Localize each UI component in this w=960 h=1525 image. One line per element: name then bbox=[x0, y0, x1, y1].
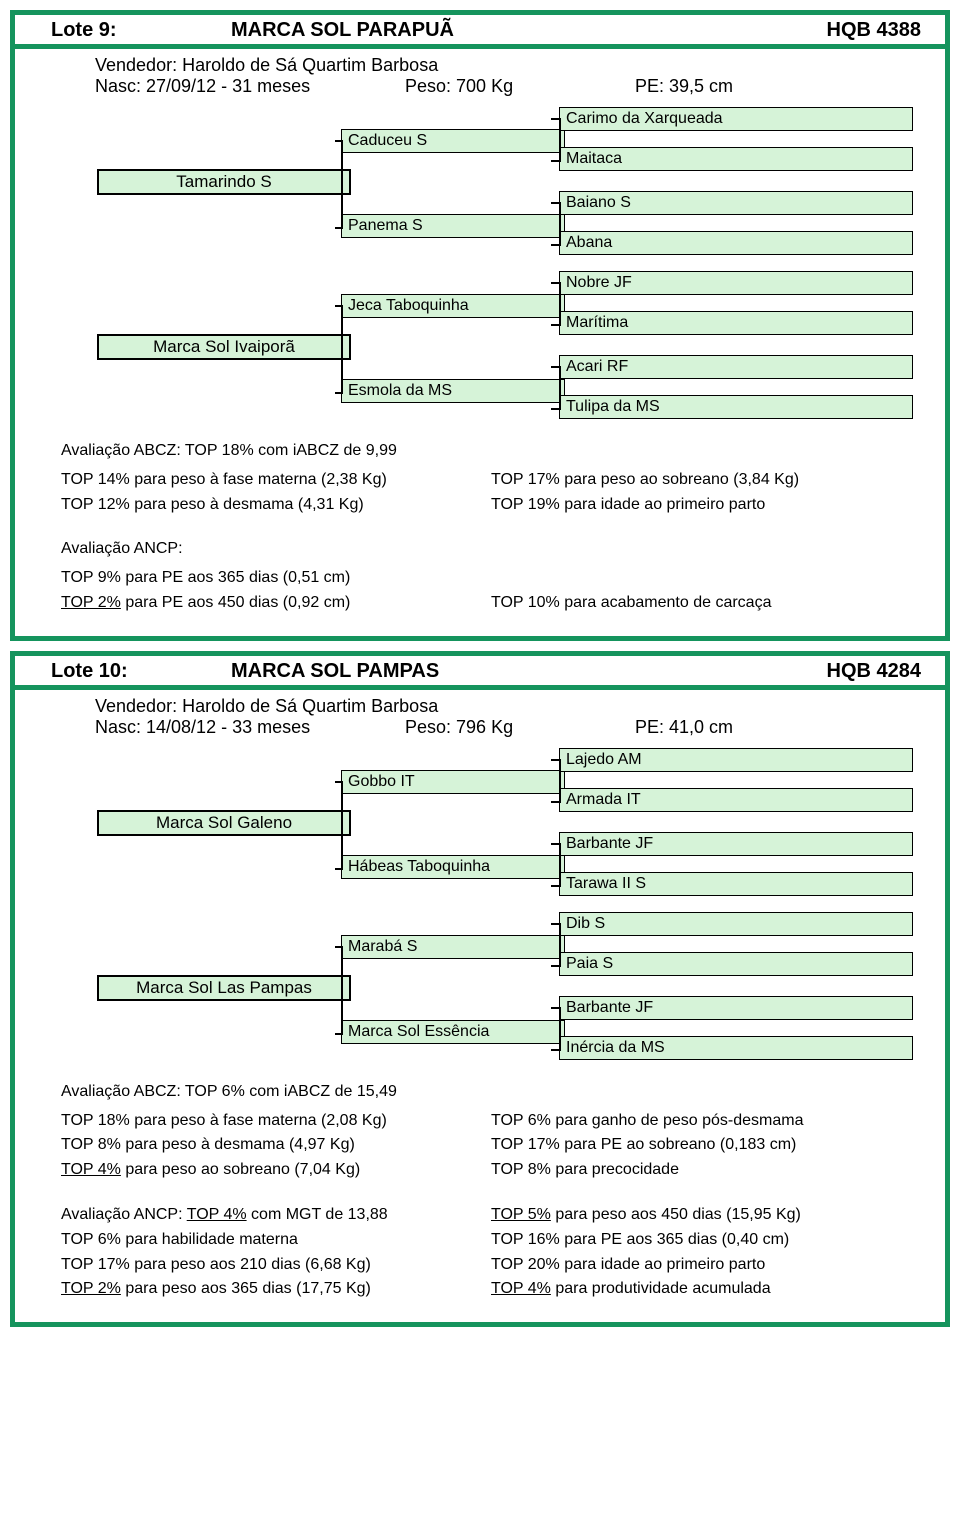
evaluation-block: Avaliação ABCZ: TOP 18% com iABCZ de 9,9… bbox=[15, 439, 945, 636]
pedigree-g3-7: Inércia da MS bbox=[559, 1036, 913, 1060]
pedigree-g2-2: Marabá S bbox=[341, 935, 565, 959]
pe-field: PE: 41,0 cm bbox=[635, 717, 921, 738]
pedigree-connector bbox=[335, 305, 343, 394]
pedigree-g3-4: Nobre JF bbox=[559, 271, 913, 295]
pedigree-connector bbox=[335, 140, 343, 229]
lot-info: Vendedor: Haroldo de Sá Quartim BarbosaN… bbox=[15, 690, 945, 740]
eval-row: TOP 4% para peso ao sobreano (7,04 Kg)TO… bbox=[61, 1158, 921, 1183]
pedigree-dam: Marca Sol Las Pampas bbox=[97, 975, 351, 1001]
pe-field: PE: 39,5 cm bbox=[635, 76, 921, 97]
pedigree-g2-1: Panema S bbox=[341, 214, 565, 238]
pedigree-g2-3: Marca Sol Essência bbox=[341, 1020, 565, 1044]
pedigree-sire: Tamarindo S bbox=[97, 169, 351, 195]
lot-name: MARCA SOL PAMPAS bbox=[231, 660, 761, 683]
nasc-field: Nasc: 27/09/12 - 31 meses bbox=[95, 76, 405, 97]
lot-header: Lote 10:MARCA SOL PAMPASHQB 4284 bbox=[15, 656, 945, 690]
lot-info-row: Nasc: 14/08/12 - 33 mesesPeso: 796 KgPE:… bbox=[95, 717, 921, 738]
pedigree-g3-2: Baiano S bbox=[559, 191, 913, 215]
pedigree-connector bbox=[551, 202, 561, 246]
lot-name: MARCA SOL PARAPUÃ bbox=[231, 19, 761, 42]
lot-number: Lote 9: bbox=[51, 19, 231, 42]
eval-row: TOP 12% para peso à desmama (4,31 Kg)TOP… bbox=[61, 493, 921, 518]
lot-code: HQB 4388 bbox=[761, 19, 921, 42]
pedigree-g3-7: Tulipa da MS bbox=[559, 395, 913, 419]
vendor-line: Vendedor: Haroldo de Sá Quartim Barbosa bbox=[95, 55, 921, 76]
pedigree-sire: Marca Sol Galeno bbox=[97, 810, 351, 836]
pedigree-g2-3: Esmola da MS bbox=[341, 379, 565, 403]
lot-card: Lote 9:MARCA SOL PARAPUÃHQB 4388Vendedor… bbox=[10, 10, 950, 641]
eval-row: TOP 14% para peso à fase materna (2,38 K… bbox=[61, 468, 921, 493]
eval-row: TOP 6% para habilidade maternaTOP 16% pa… bbox=[61, 1228, 921, 1253]
pedigree-connector bbox=[335, 946, 343, 1035]
lot-code: HQB 4284 bbox=[761, 660, 921, 683]
lot-header: Lote 9:MARCA SOL PARAPUÃHQB 4388 bbox=[15, 15, 945, 49]
pedigree-connector bbox=[551, 1007, 561, 1051]
eval-row: TOP 2% para peso aos 365 dias (17,75 Kg)… bbox=[61, 1277, 921, 1302]
peso-field: Peso: 700 Kg bbox=[405, 76, 635, 97]
pedigree-g3-2: Barbante JF bbox=[559, 832, 913, 856]
pedigree-g3-3: Tarawa II S bbox=[559, 872, 913, 896]
pedigree-g3-5: Paia S bbox=[559, 952, 913, 976]
pedigree-g3-0: Carimo da Xarqueada bbox=[559, 107, 913, 131]
eval-row: TOP 8% para peso à desmama (4,97 Kg)TOP … bbox=[61, 1133, 921, 1158]
lot-card: Lote 10:MARCA SOL PAMPASHQB 4284Vendedor… bbox=[10, 651, 950, 1327]
pedigree-chart: Tamarindo S Marca Sol Ivaiporã Caduceu S Pa… bbox=[39, 99, 921, 429]
pedigree-g3-6: Barbante JF bbox=[559, 996, 913, 1020]
nasc-field: Nasc: 14/08/12 - 33 meses bbox=[95, 717, 405, 738]
lot-number: Lote 10: bbox=[51, 660, 231, 683]
pedigree-dam: Marca Sol Ivaiporã bbox=[97, 334, 351, 360]
eval-row: TOP 9% para PE aos 365 dias (0,51 cm) bbox=[61, 566, 921, 591]
pedigree-g3-1: Maitaca bbox=[559, 147, 913, 171]
pedigree-g3-0: Lajedo AM bbox=[559, 748, 913, 772]
pedigree-g3-3: Abana bbox=[559, 231, 913, 255]
evaluation-block: Avaliação ABCZ: TOP 6% com iABCZ de 15,4… bbox=[15, 1080, 945, 1322]
pedigree-g2-1: Hábeas Taboquinha bbox=[341, 855, 565, 879]
peso-field: Peso: 796 Kg bbox=[405, 717, 635, 738]
pedigree-connector bbox=[551, 759, 561, 803]
lot-info-row: Nasc: 27/09/12 - 31 mesesPeso: 700 KgPE:… bbox=[95, 76, 921, 97]
vendor-line: Vendedor: Haroldo de Sá Quartim Barbosa bbox=[95, 696, 921, 717]
pedigree-connector bbox=[335, 781, 343, 870]
pedigree-chart: Marca Sol Galeno Marca Sol Las Pampas Gobb… bbox=[39, 740, 921, 1070]
pedigree-connector bbox=[551, 366, 561, 410]
pedigree-g2-0: Caduceu S bbox=[341, 129, 565, 153]
pedigree-g3-1: Armada IT bbox=[559, 788, 913, 812]
eval-row: TOP 17% para peso aos 210 dias (6,68 Kg)… bbox=[61, 1253, 921, 1278]
eval-row: TOP 18% para peso à fase materna (2,08 K… bbox=[61, 1109, 921, 1134]
pedigree-g2-2: Jeca Taboquinha bbox=[341, 294, 565, 318]
pedigree-g3-4: Dib S bbox=[559, 912, 913, 936]
pedigree-connector bbox=[551, 118, 561, 162]
pedigree-g3-5: Marítima bbox=[559, 311, 913, 335]
pedigree-connector bbox=[551, 282, 561, 326]
pedigree-connector bbox=[551, 843, 561, 887]
pedigree-connector bbox=[551, 923, 561, 967]
pedigree-g2-0: Gobbo IT bbox=[341, 770, 565, 794]
pedigree-g3-6: Acari RF bbox=[559, 355, 913, 379]
eval-row: TOP 2% para PE aos 450 dias (0,92 cm)TOP… bbox=[61, 591, 921, 616]
eval-row: Avaliação ANCP: TOP 4% com MGT de 13,88T… bbox=[61, 1203, 921, 1228]
lot-info: Vendedor: Haroldo de Sá Quartim BarbosaN… bbox=[15, 49, 945, 99]
